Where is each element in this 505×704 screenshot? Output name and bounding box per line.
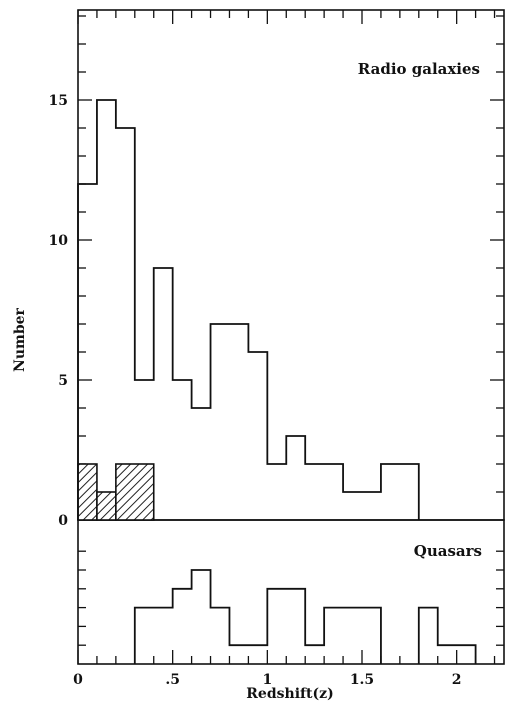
radio-galaxies-bin-9 (267, 464, 286, 520)
quasars-label: Quasars (414, 542, 482, 560)
tick-labels: 0 5 10 15 0 .5 1 1.5 2 (49, 93, 462, 688)
quasars-bin-4 (229, 645, 267, 664)
radio-galaxies-bin-8 (248, 352, 267, 520)
quasars-outline (133, 569, 477, 664)
radio-galaxies-bin-11 (305, 464, 343, 520)
radio-galaxies-bin-1 (97, 100, 116, 520)
x-tick-label: 1 (262, 672, 272, 688)
hatched-histogram (77, 463, 155, 521)
tick-marks (77, 10, 504, 664)
x-tick-label: 0 (73, 672, 83, 688)
radio-galaxies-bin-3 (135, 380, 154, 520)
radio-galaxies-histogram (77, 99, 420, 520)
quasars-bin-9 (438, 645, 476, 664)
radio-galaxies-bin-13 (381, 464, 419, 520)
quasars-bin-0 (135, 608, 173, 664)
radio-galaxies-bin-5 (173, 380, 192, 520)
radio-galaxies-bin-12 (343, 492, 381, 520)
y-tick-label: 0 (58, 513, 68, 529)
quasars-bin-7 (324, 608, 381, 664)
y-tick-label: 15 (49, 93, 68, 109)
x-tick-label: .5 (165, 672, 180, 688)
y-tick-label: 10 (49, 233, 69, 249)
quasars-histogram (133, 569, 477, 664)
radio-galaxies-bin-10 (286, 436, 305, 520)
x-axis-title: Redshift(z) (246, 686, 333, 702)
quasars-bin-5 (267, 589, 305, 664)
quasars-bin-1 (173, 589, 192, 664)
radio-galaxies-label: Radio galaxies (358, 60, 480, 78)
hatched-bin-2 (115, 463, 155, 521)
x-tick-label: 2 (452, 672, 462, 688)
y-axis-title: Number (12, 307, 28, 371)
radio-galaxies-bin-0 (78, 184, 97, 520)
radio-galaxies-outline (77, 99, 420, 520)
quasars-bin-2 (192, 570, 211, 664)
quasars-bin-3 (211, 608, 230, 664)
quasars-bin-8 (419, 608, 438, 664)
radio-galaxies-bin-2 (116, 128, 135, 520)
bottom-panel-frame (77, 519, 505, 665)
quasars-bin-6 (305, 645, 324, 664)
radio-galaxies-bin-7 (211, 324, 249, 520)
y-tick-label: 5 (58, 373, 68, 389)
radio-galaxies-bin-6 (192, 408, 211, 520)
radio-galaxies-bin-4 (154, 268, 173, 520)
x-tick-label: 1.5 (350, 672, 374, 688)
